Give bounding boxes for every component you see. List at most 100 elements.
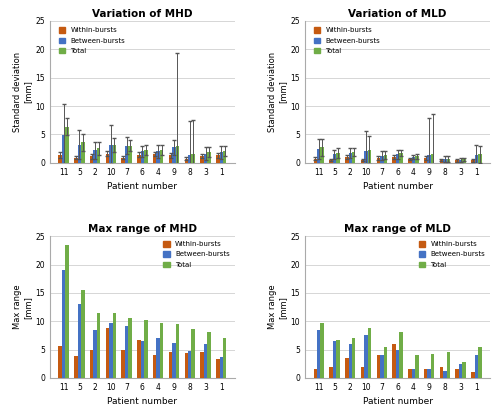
Bar [364, 151, 368, 163]
Bar [408, 370, 412, 378]
Bar [74, 158, 78, 163]
Bar [90, 350, 94, 378]
Bar [376, 355, 380, 378]
Bar [474, 355, 478, 378]
Bar [176, 146, 179, 163]
Bar [207, 331, 210, 378]
Bar [216, 359, 220, 378]
Bar [456, 160, 459, 163]
Bar [112, 313, 116, 378]
Bar [140, 341, 144, 378]
Title: Variation of MLD: Variation of MLD [348, 9, 447, 19]
Bar [368, 150, 371, 163]
Bar [66, 127, 69, 163]
Bar [431, 354, 434, 378]
X-axis label: Patient number: Patient number [362, 397, 432, 407]
Bar [97, 149, 100, 163]
Bar [223, 339, 226, 378]
Bar [160, 323, 164, 378]
Bar [474, 155, 478, 163]
Bar [66, 245, 69, 378]
Bar [336, 340, 340, 378]
X-axis label: Patient number: Patient number [362, 182, 432, 191]
Bar [440, 367, 443, 378]
Bar [169, 352, 172, 378]
Bar [184, 353, 188, 378]
Bar [376, 158, 380, 163]
Bar [122, 350, 125, 378]
Bar [424, 370, 428, 378]
Bar [81, 290, 84, 378]
Bar [125, 326, 128, 378]
Bar [333, 341, 336, 378]
Bar [446, 352, 450, 378]
Bar [424, 158, 428, 163]
Bar [172, 343, 176, 378]
Bar [94, 330, 97, 378]
Title: Max range of MHD: Max range of MHD [88, 224, 197, 234]
Bar [160, 150, 164, 163]
Bar [330, 160, 333, 163]
Bar [333, 154, 336, 163]
Bar [106, 154, 109, 163]
Bar [415, 156, 418, 163]
Bar [153, 355, 156, 378]
Bar [156, 151, 160, 163]
Legend: Within-bursts, Between-bursts, Total: Within-bursts, Between-bursts, Total [312, 26, 382, 55]
Legend: Within-bursts, Between-bursts, Total: Within-bursts, Between-bursts, Total [57, 26, 126, 55]
Bar [192, 329, 195, 378]
Bar [128, 318, 132, 378]
Bar [392, 344, 396, 378]
Bar [90, 156, 94, 163]
Bar [471, 373, 474, 378]
Bar [428, 370, 431, 378]
Bar [58, 346, 62, 378]
Bar [78, 304, 81, 378]
Bar [348, 344, 352, 378]
Bar [192, 154, 195, 163]
Bar [169, 155, 172, 163]
Bar [361, 160, 364, 163]
Bar [188, 155, 192, 163]
Bar [58, 155, 62, 163]
Bar [200, 352, 204, 378]
Bar [380, 355, 384, 378]
Title: Variation of MHD: Variation of MHD [92, 9, 192, 19]
Bar [408, 159, 412, 163]
Bar [396, 154, 400, 163]
Y-axis label: Standard deviation
[mm]: Standard deviation [mm] [268, 52, 288, 132]
Bar [415, 355, 418, 378]
Bar [431, 154, 434, 163]
Bar [384, 347, 387, 378]
Y-axis label: Max range
[mm]: Max range [mm] [12, 285, 32, 329]
Bar [153, 154, 156, 163]
Bar [144, 320, 148, 378]
X-axis label: Patient number: Patient number [108, 182, 178, 191]
Bar [412, 157, 415, 163]
Bar [144, 150, 148, 163]
Bar [440, 160, 443, 163]
Y-axis label: Standard deviation
[mm]: Standard deviation [mm] [12, 52, 32, 132]
Bar [172, 147, 176, 163]
Bar [471, 160, 474, 163]
Bar [78, 144, 81, 163]
Bar [380, 156, 384, 163]
Bar [97, 313, 100, 378]
Bar [200, 156, 204, 163]
Bar [62, 136, 66, 163]
Bar [336, 153, 340, 163]
Bar [109, 144, 112, 163]
Bar [74, 357, 78, 378]
Bar [364, 336, 368, 378]
Bar [128, 146, 132, 163]
X-axis label: Patient number: Patient number [108, 397, 178, 407]
Bar [361, 367, 364, 378]
Bar [109, 323, 112, 378]
Bar [392, 157, 396, 163]
Bar [314, 370, 317, 378]
Bar [204, 154, 207, 163]
Bar [446, 159, 450, 163]
Bar [220, 152, 223, 163]
Bar [125, 146, 128, 163]
Bar [348, 153, 352, 163]
